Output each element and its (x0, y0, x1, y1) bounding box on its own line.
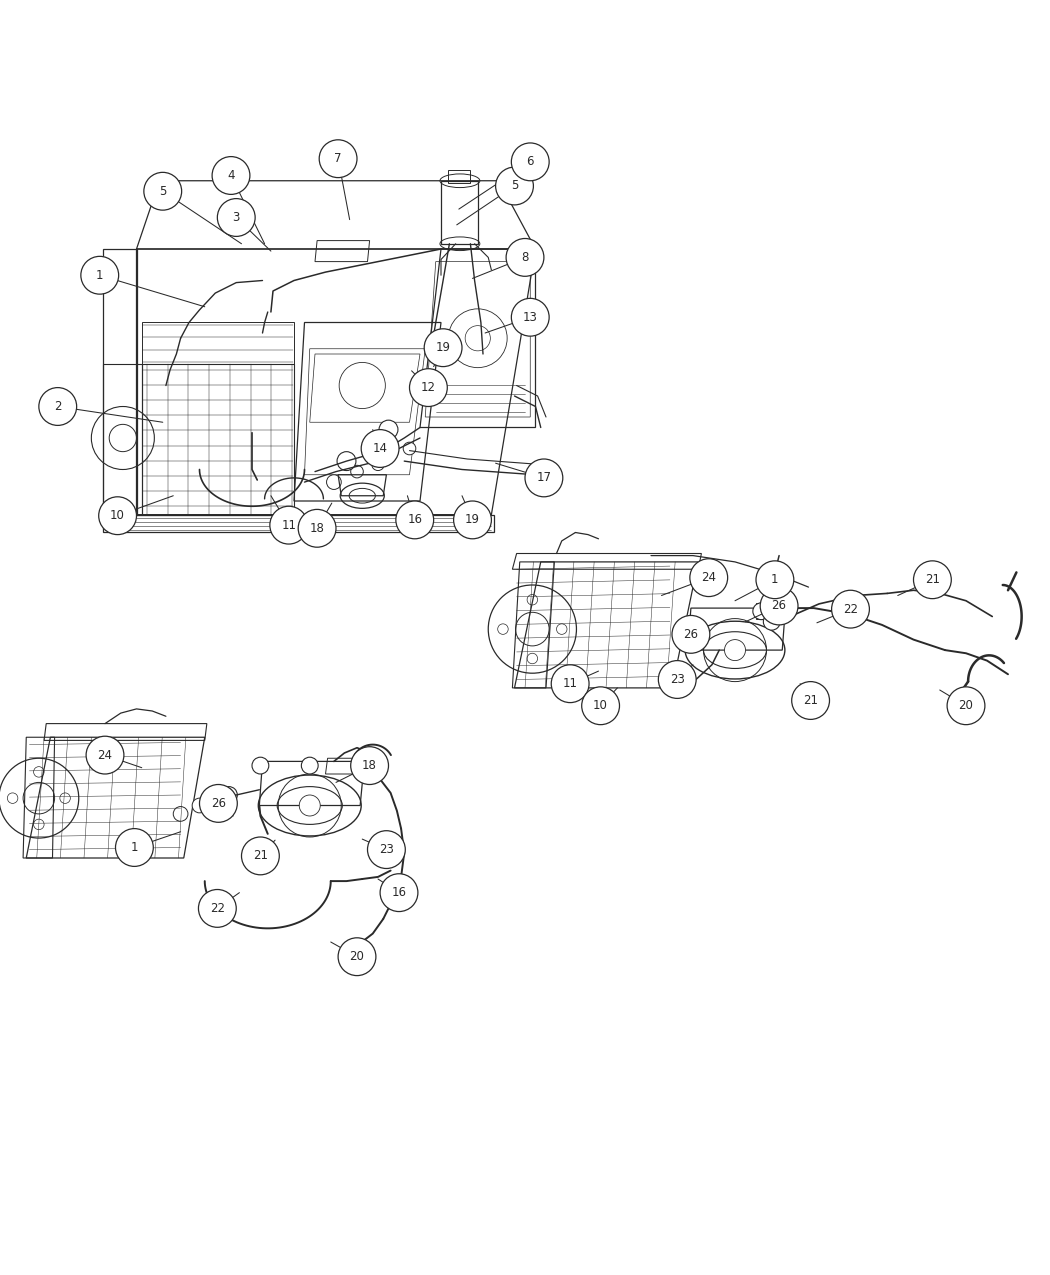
Text: 21: 21 (925, 574, 940, 586)
Circle shape (832, 590, 869, 629)
Text: 24: 24 (98, 748, 112, 761)
Circle shape (724, 640, 746, 660)
Circle shape (298, 510, 336, 547)
Circle shape (217, 199, 255, 236)
Circle shape (914, 561, 951, 599)
Circle shape (338, 938, 376, 975)
Circle shape (242, 836, 279, 875)
Circle shape (753, 603, 770, 620)
Text: 22: 22 (210, 901, 225, 915)
Text: 5: 5 (510, 180, 519, 193)
Circle shape (301, 757, 318, 774)
Circle shape (685, 626, 701, 643)
Circle shape (372, 458, 384, 470)
Text: 4: 4 (227, 170, 235, 182)
Circle shape (792, 682, 830, 719)
Text: 8: 8 (521, 251, 529, 264)
Circle shape (173, 807, 188, 821)
Text: 19: 19 (436, 342, 450, 354)
Circle shape (212, 157, 250, 194)
Text: 1: 1 (130, 842, 139, 854)
Circle shape (496, 167, 533, 205)
Circle shape (525, 459, 563, 497)
Circle shape (200, 784, 237, 822)
Circle shape (506, 238, 544, 277)
Text: 1: 1 (771, 574, 779, 586)
Text: 7: 7 (334, 152, 342, 166)
Circle shape (511, 298, 549, 337)
Circle shape (86, 736, 124, 774)
Circle shape (511, 143, 549, 181)
Text: 26: 26 (211, 797, 226, 810)
Text: 11: 11 (281, 519, 296, 532)
Text: 18: 18 (362, 759, 377, 773)
Circle shape (252, 757, 269, 774)
Text: 12: 12 (421, 381, 436, 394)
Circle shape (947, 687, 985, 724)
Text: 21: 21 (253, 849, 268, 862)
Circle shape (658, 660, 696, 699)
Text: 1: 1 (96, 269, 104, 282)
Text: 13: 13 (523, 311, 538, 324)
Circle shape (380, 873, 418, 912)
Text: 14: 14 (373, 442, 387, 455)
Circle shape (690, 558, 728, 597)
Circle shape (220, 787, 237, 803)
Text: 22: 22 (843, 603, 858, 616)
Text: 10: 10 (110, 509, 125, 523)
Circle shape (351, 465, 363, 478)
Circle shape (299, 796, 320, 816)
Circle shape (99, 497, 136, 534)
Text: 20: 20 (959, 699, 973, 713)
Circle shape (327, 474, 341, 490)
Text: 16: 16 (407, 514, 422, 527)
Circle shape (410, 368, 447, 407)
Text: 26: 26 (684, 627, 698, 641)
Circle shape (39, 388, 77, 426)
Circle shape (144, 172, 182, 210)
Circle shape (198, 890, 236, 927)
Text: 2: 2 (54, 400, 62, 413)
Circle shape (756, 561, 794, 599)
Circle shape (763, 613, 780, 630)
Text: 10: 10 (593, 699, 608, 713)
Circle shape (454, 501, 491, 539)
Text: 20: 20 (350, 950, 364, 963)
Circle shape (351, 747, 388, 784)
Circle shape (270, 506, 308, 544)
Circle shape (672, 616, 710, 653)
Text: 19: 19 (465, 514, 480, 527)
Text: 23: 23 (670, 673, 685, 686)
Circle shape (760, 586, 798, 625)
Circle shape (368, 831, 405, 868)
Text: 18: 18 (310, 521, 324, 534)
Circle shape (396, 501, 434, 539)
Circle shape (337, 451, 356, 470)
Circle shape (403, 442, 416, 455)
Circle shape (379, 421, 398, 439)
Circle shape (361, 430, 399, 468)
Text: 21: 21 (803, 694, 818, 708)
Text: 5: 5 (159, 185, 167, 198)
Circle shape (319, 140, 357, 177)
Text: 17: 17 (537, 472, 551, 484)
Circle shape (424, 329, 462, 367)
Circle shape (582, 687, 620, 724)
Circle shape (192, 798, 207, 813)
Text: 3: 3 (232, 210, 240, 224)
Circle shape (81, 256, 119, 295)
Text: 11: 11 (563, 677, 578, 690)
Circle shape (551, 664, 589, 703)
Text: 24: 24 (701, 571, 716, 584)
Circle shape (116, 829, 153, 867)
Text: 6: 6 (526, 156, 534, 168)
Text: 23: 23 (379, 843, 394, 856)
Text: 26: 26 (772, 599, 786, 612)
Text: 16: 16 (392, 886, 406, 899)
